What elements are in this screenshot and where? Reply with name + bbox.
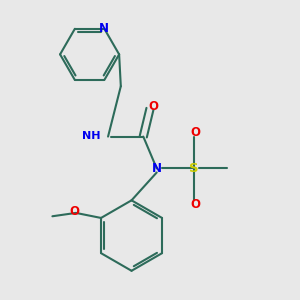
- Text: O: O: [190, 126, 200, 139]
- Text: N: N: [152, 162, 162, 175]
- Text: O: O: [69, 205, 79, 218]
- Text: N: N: [99, 22, 110, 35]
- Text: S: S: [189, 162, 198, 175]
- Text: NH: NH: [82, 131, 101, 141]
- Text: O: O: [190, 198, 200, 211]
- Text: O: O: [148, 100, 158, 112]
